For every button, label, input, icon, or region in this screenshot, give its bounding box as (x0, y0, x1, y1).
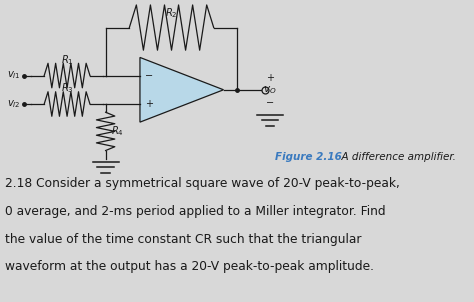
Text: $R_1$: $R_1$ (61, 53, 73, 66)
Polygon shape (140, 57, 224, 122)
Text: −: − (145, 71, 153, 81)
Text: waveform at the output has a 20-V peak-to-peak amplitude.: waveform at the output has a 20-V peak-t… (5, 261, 374, 274)
Text: $R_2$: $R_2$ (165, 6, 178, 20)
Text: $v_{I2}$: $v_{I2}$ (7, 98, 21, 110)
Text: −: − (266, 98, 274, 108)
Text: A difference amplifier.: A difference amplifier. (335, 152, 456, 162)
Text: 0 average, and 2-ms period applied to a Miller integrator. Find: 0 average, and 2-ms period applied to a … (5, 205, 386, 218)
Text: +: + (266, 73, 274, 83)
Text: $v_{I1}$: $v_{I1}$ (7, 70, 21, 82)
Text: +: + (145, 99, 153, 109)
Text: $v_O$: $v_O$ (263, 84, 277, 96)
Text: $R_4$: $R_4$ (111, 124, 124, 138)
Text: Figure 2.16: Figure 2.16 (274, 152, 341, 162)
Text: 2.18 Consider a symmetrical square wave of 20-V peak-to-peak,: 2.18 Consider a symmetrical square wave … (5, 177, 400, 190)
Text: the value of the time constant CR such that the triangular: the value of the time constant CR such t… (5, 233, 362, 246)
Text: $R_3$: $R_3$ (61, 81, 73, 95)
